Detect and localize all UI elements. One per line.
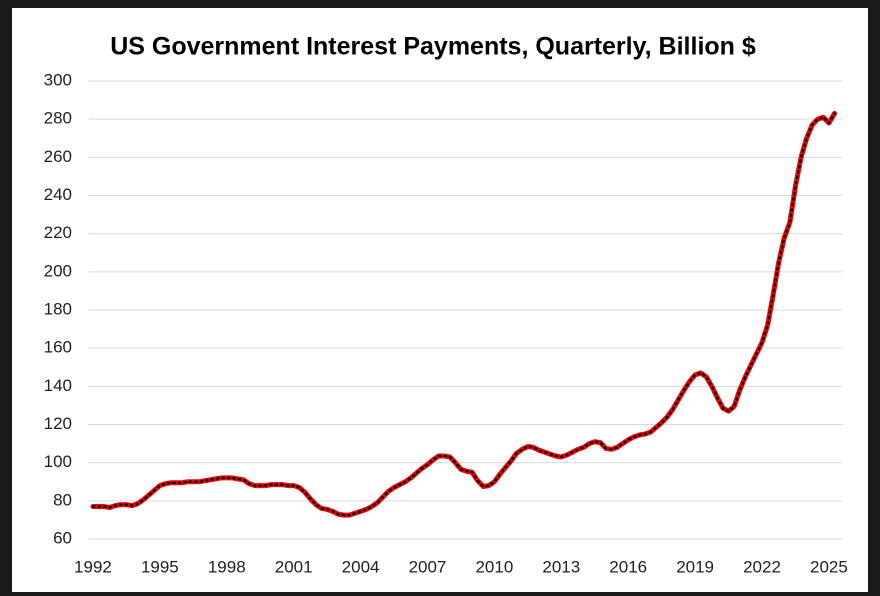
x-tick-label: 2010 — [475, 557, 513, 576]
x-tick-label: 2013 — [542, 557, 580, 576]
y-tick-label: 260 — [44, 147, 72, 166]
chart-background — [12, 8, 868, 592]
x-tick-label: 2019 — [676, 557, 714, 576]
y-tick-label: 280 — [44, 109, 72, 128]
y-tick-label: 100 — [44, 452, 72, 471]
series-dots — [91, 112, 836, 517]
x-tick-label: 2004 — [342, 557, 380, 576]
x-tick-label: 1995 — [141, 557, 179, 576]
x-tick-label: 2007 — [409, 557, 447, 576]
x-tick-label: 2025 — [810, 557, 848, 576]
y-tick-label: 180 — [44, 299, 72, 318]
y-tick-label: 300 — [44, 70, 72, 89]
y-tick-label: 140 — [44, 376, 72, 395]
y-tick-label: 240 — [44, 185, 72, 204]
y-tick-label: 120 — [44, 414, 72, 433]
y-tick-label: 220 — [44, 223, 72, 242]
y-tick-label: 200 — [44, 261, 72, 280]
y-tick-label: 80 — [53, 490, 72, 509]
y-tick-label: 60 — [53, 528, 72, 547]
x-tick-label: 1998 — [208, 557, 246, 576]
y-tick-label: 160 — [44, 338, 72, 357]
x-tick-label: 2022 — [743, 557, 781, 576]
chart-title: US Government Interest Payments, Quarter… — [110, 33, 756, 61]
x-tick-label: 1992 — [74, 557, 112, 576]
x-tick-label: 2001 — [275, 557, 313, 576]
x-tick-label: 2016 — [609, 557, 647, 576]
